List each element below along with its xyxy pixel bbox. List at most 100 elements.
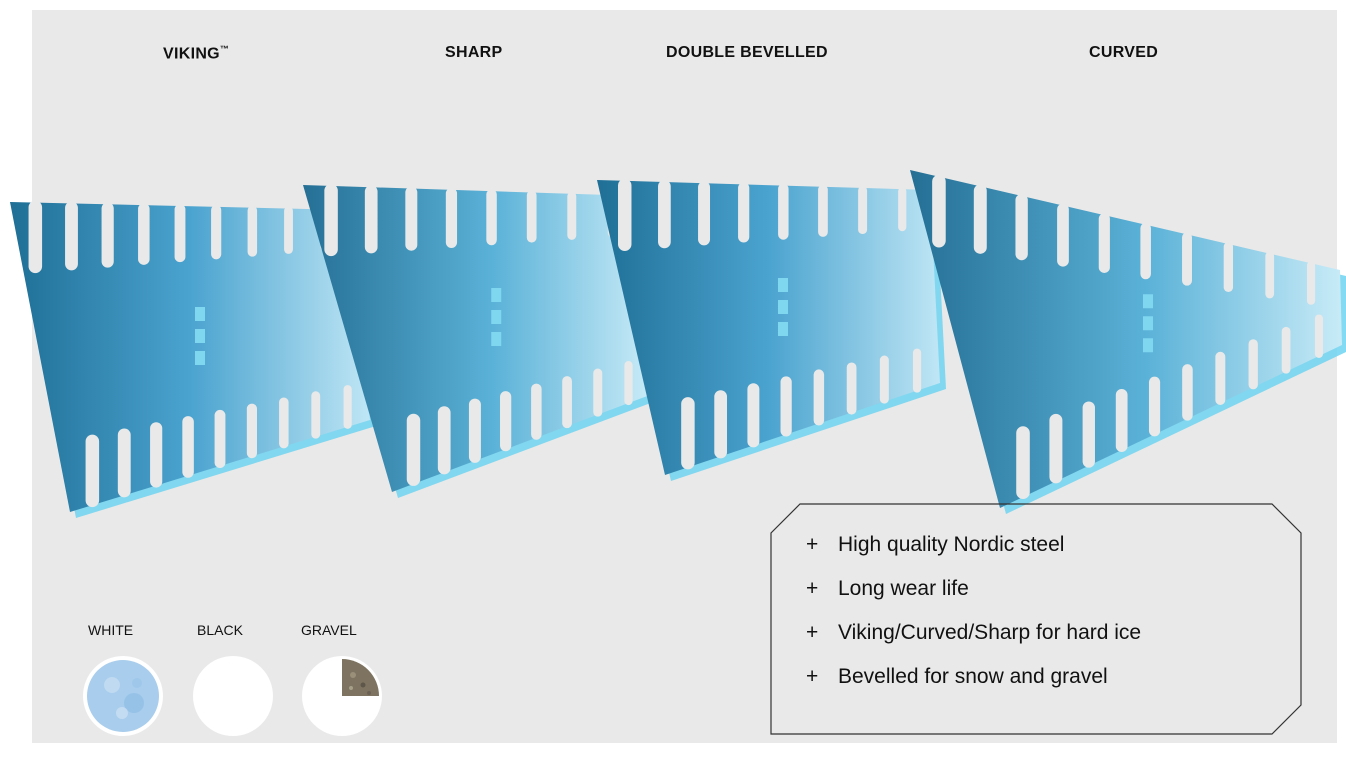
feature-item: + Long wear life: [806, 577, 969, 600]
blade-viking-slot: [138, 203, 150, 265]
blade-curved-slot: [1015, 193, 1028, 261]
blade-double-bevelled-slot: [681, 397, 695, 470]
blade-sharp-slot: [567, 191, 577, 240]
blade-double-bevelled-slot: [747, 383, 760, 448]
blade-sharp-slot: [593, 368, 603, 417]
blade-curved-slot: [1248, 339, 1258, 390]
blade-double-bevelled-slot: [846, 362, 857, 415]
blade-sharp-slot: [562, 376, 572, 429]
blade-sharp-slot: [445, 187, 458, 248]
blade-title-viking: VIKING™: [163, 44, 230, 63]
blade-curved-slot: [1115, 389, 1128, 453]
blade-sharp-slot: [531, 383, 542, 440]
blade-curved-slot: [1082, 401, 1095, 468]
blade-viking-slot: [284, 206, 293, 254]
blade-double-bevelled-slot: [698, 181, 711, 246]
blade-viking-slot: [311, 391, 321, 439]
blade-viking-slot: [150, 422, 163, 488]
swatch-label-black: BLACK: [197, 622, 243, 638]
blade-viking: [10, 200, 376, 518]
swatch-label-gravel: GRAVEL: [301, 622, 357, 638]
feature-item: + High quality Nordic steel: [806, 533, 1065, 556]
blade-double-bevelled-slot: [813, 369, 825, 426]
blade-double-bevelled-slot: [898, 187, 907, 232]
blade-double-bevelled-slot: [738, 182, 750, 243]
blade-viking-mount-hole: [195, 329, 205, 343]
blade-double-bevelled-slot: [778, 183, 789, 240]
blade-double-bevelled-slot: [879, 355, 889, 404]
blade-double-bevelled-slot: [818, 184, 828, 237]
blade-viking-slot: [101, 202, 114, 268]
blade-title-double-bevelled: DOUBLE BEVELLED: [666, 44, 828, 61]
blade-sharp: [303, 183, 656, 498]
blade-sharp-slot: [500, 391, 512, 452]
blade-sharp-slot: [405, 186, 418, 251]
blade-double-bevelled-mount-hole: [778, 278, 788, 292]
blade-title-curved: CURVED: [1089, 44, 1159, 61]
blade-curved-mount-hole: [1143, 316, 1153, 331]
blade-sharp-mount-hole: [491, 332, 502, 346]
blade-curved-slot: [1057, 203, 1069, 267]
blade-sharp-mount-hole: [491, 288, 502, 302]
blade-viking-slot: [28, 200, 43, 274]
blade-viking-slot: [343, 385, 352, 429]
blade-viking-slot: [247, 205, 258, 257]
features-list: + High quality Nordic steel + Long wear li…: [806, 523, 1141, 699]
blade-curved-slot: [1148, 376, 1161, 437]
blade-double-bevelled-slot: [858, 185, 868, 235]
blade-curved-slot: [1314, 314, 1324, 358]
blade-curved-slot: [1049, 413, 1063, 484]
swatch-label-white: WHITE: [88, 622, 134, 638]
blade-viking-slot: [65, 201, 78, 271]
blade-curved-slot: [932, 174, 946, 248]
blade-sharp-slot: [406, 413, 421, 486]
blade-curved-slot: [1182, 232, 1192, 286]
features-box-frame: [770, 503, 1302, 735]
white-ice-swatch-icon[interactable]: [82, 655, 164, 737]
blade-curved-slot: [1281, 326, 1291, 374]
blade-viking-slot: [246, 403, 258, 459]
blade-double-bevelled-slot: [912, 348, 922, 393]
blade-sharp-slot: [486, 189, 497, 246]
blade-curved-slot: [1215, 351, 1226, 405]
blade-curved: [910, 170, 1346, 514]
blade-curved-slot: [1182, 364, 1193, 421]
blade-curved-slot: [1098, 213, 1110, 273]
feature-item: + Viking/Curved/Sharp for hard ice: [806, 621, 1142, 644]
blade-sharp-slot: [526, 190, 537, 243]
blade-curved-slot: [1265, 251, 1275, 299]
blade-double-bevelled-slot: [780, 376, 792, 437]
blade-curved-slot: [1016, 426, 1030, 500]
gravel-swatch-icon[interactable]: [301, 655, 383, 737]
black-swatch-icon[interactable]: [192, 655, 274, 737]
blade-sharp-slot: [437, 406, 451, 475]
blade-sharp-slot: [624, 361, 633, 406]
blade-double-bevelled-mount-hole: [778, 322, 788, 336]
blade-curved-slot: [1223, 242, 1234, 293]
blade-sharp-slot: [364, 185, 378, 254]
blade-double-bevelled-mount-hole: [778, 300, 788, 314]
blade-curved-mount-hole: [1143, 294, 1153, 309]
blade-double-bevelled-face: [597, 180, 940, 475]
blade-double-bevelled-slot: [714, 390, 728, 459]
blade-title-sharp: SHARP: [445, 44, 503, 61]
blade-double-bevelled-slot: [658, 180, 671, 249]
feature-item: + Bevelled for snow and gravel: [806, 665, 1108, 688]
blade-sharp-mount-hole: [491, 310, 502, 324]
blade-sharp-slot: [468, 398, 481, 463]
features-box: + High quality Nordic steel + Long wear li…: [770, 503, 1302, 735]
blade-viking-mount-hole: [195, 351, 205, 365]
blade-double-bevelled-slot: [618, 178, 632, 252]
blade-viking-slot: [211, 204, 222, 260]
blade-sharp-slot: [324, 183, 338, 257]
blade-viking-slot: [174, 204, 186, 263]
blade-viking-slot: [279, 397, 289, 449]
blade-curved-slot: [973, 184, 987, 254]
blade-double-bevelled: [597, 178, 946, 481]
blade-viking-slot: [85, 434, 100, 508]
blade-viking-slot: [214, 409, 226, 468]
blade-viking-slot: [117, 428, 131, 498]
blade-curved-mount-hole: [1143, 338, 1153, 353]
blade-curved-slot: [1140, 222, 1151, 280]
